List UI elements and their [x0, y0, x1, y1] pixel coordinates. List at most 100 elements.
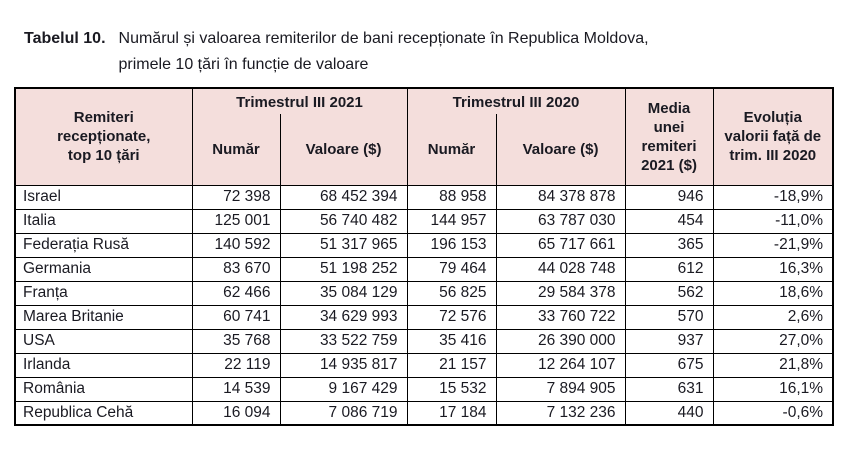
cell-evolutia: 27,0% [712, 328, 834, 354]
cell-valoare-2021: 33 522 759 [279, 328, 408, 354]
cell-numar-2021: 140 592 [191, 232, 281, 258]
table-row: Germania 83 670 51 198 252 79 464 44 028… [14, 256, 834, 282]
cell-evolutia: -18,9% [712, 184, 834, 210]
table-row: USA 35 768 33 522 759 35 416 26 390 000 … [14, 328, 834, 354]
cell-valoare-2020: 26 390 000 [495, 328, 626, 354]
cell-valoare-2020: 12 264 107 [495, 352, 626, 378]
cell-numar-2021: 60 741 [191, 304, 281, 330]
cell-valoare-2020: 44 028 748 [495, 256, 626, 282]
cell-numar-2021: 16 094 [191, 400, 281, 426]
cell-country: Irlanda [14, 352, 193, 378]
cell-media-2021: 562 [624, 280, 714, 306]
cell-evolutia: 2,6% [712, 304, 834, 330]
cell-numar-2020: 79 464 [406, 256, 497, 282]
cell-country: USA [14, 328, 193, 354]
table-row: Federația Rusă 140 592 51 317 965 196 15… [14, 232, 834, 258]
cell-numar-2021: 83 670 [191, 256, 281, 282]
cell-country: Germania [14, 256, 193, 282]
table-row: Irlanda 22 119 14 935 817 21 157 12 264 … [14, 352, 834, 378]
table-caption: Tabelul 10. Numărul și valoarea remiteri… [0, 0, 845, 78]
cell-country: Italia [14, 208, 193, 234]
cell-country: Franța [14, 280, 193, 306]
cell-valoare-2021: 68 452 394 [279, 184, 408, 210]
header-country-label: Remiteri recepționate, top 10 țări [57, 109, 151, 165]
cell-valoare-2020: 7 894 905 [495, 376, 626, 402]
cell-media-2021: 365 [624, 232, 714, 258]
cell-valoare-2021: 14 935 817 [279, 352, 408, 378]
header-valoare-2021: Valoare ($) [279, 114, 408, 186]
cell-numar-2021: 22 119 [191, 352, 281, 378]
table-row: România 14 539 9 167 429 15 532 7 894 90… [14, 376, 834, 402]
cell-media-2021: 675 [624, 352, 714, 378]
table-row: Republica Cehă 16 094 7 086 719 17 184 7… [14, 400, 834, 426]
cell-evolutia: 16,1% [712, 376, 834, 402]
header-group-trim3-2021: Trimestrul III 2021 [191, 87, 408, 114]
cell-numar-2021: 14 539 [191, 376, 281, 402]
cell-numar-2020: 17 184 [406, 400, 497, 426]
header-evolutia-label: Evoluția valorii față de trim. III 2020 [724, 109, 822, 165]
header-group-row: Remiteri recepționate, top 10 țări Trime… [14, 87, 834, 186]
header-numar-2021: Număr [191, 114, 281, 186]
cell-valoare-2021: 51 198 252 [279, 256, 408, 282]
cell-media-2021: 946 [624, 184, 714, 210]
cell-valoare-2020: 63 787 030 [495, 208, 626, 234]
header-numar-2020: Număr [406, 114, 497, 186]
header-country: Remiteri recepționate, top 10 țări [14, 87, 193, 186]
cell-media-2021: 454 [624, 208, 714, 234]
table-caption-label: Tabelul 10. [24, 30, 106, 47]
cell-numar-2020: 196 153 [406, 232, 497, 258]
header-group-trim3-2020: Trimestrul III 2020 [406, 87, 626, 114]
cell-evolutia: -21,9% [712, 232, 834, 258]
cell-valoare-2021: 56 740 482 [279, 208, 408, 234]
table-row: Israel 72 398 68 452 394 88 958 84 378 8… [14, 184, 834, 210]
remittances-table: Remiteri recepționate, top 10 țări Trime… [14, 87, 835, 426]
cell-valoare-2020: 65 717 661 [495, 232, 626, 258]
cell-evolutia: -0,6% [712, 400, 834, 426]
cell-country: Israel [14, 184, 193, 210]
caption-line-2: primele 10 țări în funcție de valoare [118, 56, 369, 73]
table-row: Marea Britanie 60 741 34 629 993 72 576 … [14, 304, 834, 330]
cell-media-2021: 440 [624, 400, 714, 426]
cell-valoare-2020: 84 378 878 [495, 184, 626, 210]
header-valoare-2020: Valoare ($) [495, 114, 626, 186]
cell-media-2021: 612 [624, 256, 714, 282]
cell-numar-2020: 56 825 [406, 280, 497, 306]
cell-valoare-2021: 35 084 129 [279, 280, 408, 306]
cell-evolutia: 18,6% [712, 280, 834, 306]
cell-valoare-2021: 51 317 965 [279, 232, 408, 258]
table-caption-text: Numărul și valoarea remiterilor de bani … [119, 26, 649, 78]
caption-line-1: Numărul și valoarea remiterilor de bani … [118, 30, 649, 47]
cell-media-2021: 570 [624, 304, 714, 330]
cell-valoare-2021: 9 167 429 [279, 376, 408, 402]
cell-numar-2020: 35 416 [406, 328, 497, 354]
cell-numar-2021: 35 768 [191, 328, 281, 354]
cell-country: Marea Britanie [14, 304, 193, 330]
cell-numar-2020: 88 958 [406, 184, 497, 210]
cell-numar-2020: 144 957 [406, 208, 497, 234]
header-media-remitere: Media unei remiteri 2021 ($) [624, 87, 714, 186]
cell-evolutia: 21,8% [712, 352, 834, 378]
cell-country: Republica Cehă [14, 400, 193, 426]
table-row: Italia 125 001 56 740 482 144 957 63 787… [14, 208, 834, 234]
cell-evolutia: 16,3% [712, 256, 834, 282]
cell-valoare-2020: 29 584 378 [495, 280, 626, 306]
cell-country: Federația Rusă [14, 232, 193, 258]
cell-numar-2021: 62 466 [191, 280, 281, 306]
header-sub-row: Număr Valoare ($) Număr Valoare ($) [15, 114, 833, 186]
cell-valoare-2020: 33 760 722 [495, 304, 626, 330]
cell-numar-2020: 72 576 [406, 304, 497, 330]
table-row: Franța 62 466 35 084 129 56 825 29 584 3… [14, 280, 834, 306]
cell-numar-2021: 125 001 [191, 208, 281, 234]
header-media-label: Media unei remiteri 2021 ($) [641, 99, 697, 174]
cell-media-2021: 937 [624, 328, 714, 354]
header-evolutia: Evoluția valorii față de trim. III 2020 [712, 87, 834, 186]
cell-numar-2020: 21 157 [406, 352, 497, 378]
cell-valoare-2020: 7 132 236 [495, 400, 626, 426]
cell-media-2021: 631 [624, 376, 714, 402]
cell-numar-2021: 72 398 [191, 184, 281, 210]
cell-evolutia: -11,0% [712, 208, 834, 234]
cell-valoare-2021: 34 629 993 [279, 304, 408, 330]
cell-numar-2020: 15 532 [406, 376, 497, 402]
cell-valoare-2021: 7 086 719 [279, 400, 408, 426]
cell-country: România [14, 376, 193, 402]
